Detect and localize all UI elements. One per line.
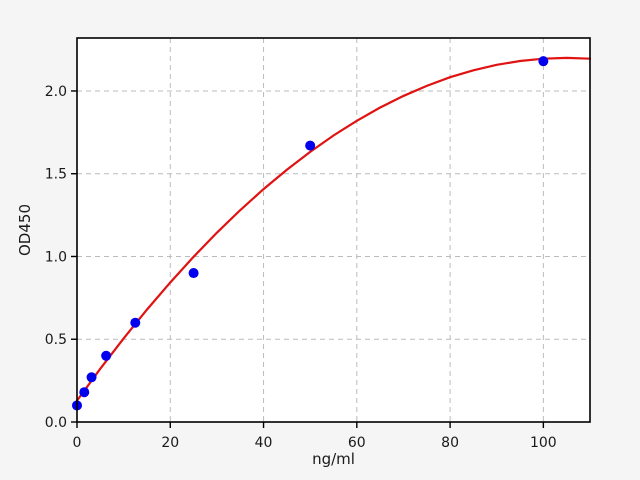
data-point: [86, 372, 97, 383]
gridlines: [76, 38, 590, 423]
data-point: [188, 268, 199, 279]
data-points: [72, 56, 549, 411]
data-point: [101, 350, 112, 361]
x-tick-label: 40: [255, 435, 273, 451]
y-tick-label: 1.5: [45, 167, 67, 183]
data-point: [305, 140, 316, 151]
tick-labels: 0 20 40 60 80 100 0.0 0.5 1.0 1.5 2.0: [45, 84, 557, 451]
x-tick-label: 60: [348, 435, 366, 451]
data-point: [79, 387, 90, 398]
data-point: [538, 56, 549, 67]
data-point: [130, 317, 141, 328]
x-tick-label: 80: [441, 435, 459, 451]
x-tick-label: 100: [530, 435, 557, 451]
x-tick-label: 0: [73, 435, 82, 451]
plot-area: [77, 38, 590, 422]
x-tick-label: 20: [161, 435, 179, 451]
x-axis-label: ng/ml: [312, 450, 355, 468]
y-tick-label: 0.0: [45, 415, 67, 431]
axis-ticks: [71, 90, 545, 428]
y-tick-label: 1.0: [45, 249, 67, 265]
fit-curve-line: [75, 56, 592, 402]
fit-curve: [75, 56, 592, 402]
y-axis-label: OD450: [16, 204, 34, 256]
y-tick-label: 0.5: [45, 332, 67, 348]
plot-border: [76, 37, 591, 423]
y-tick-label: 2.0: [45, 84, 67, 100]
